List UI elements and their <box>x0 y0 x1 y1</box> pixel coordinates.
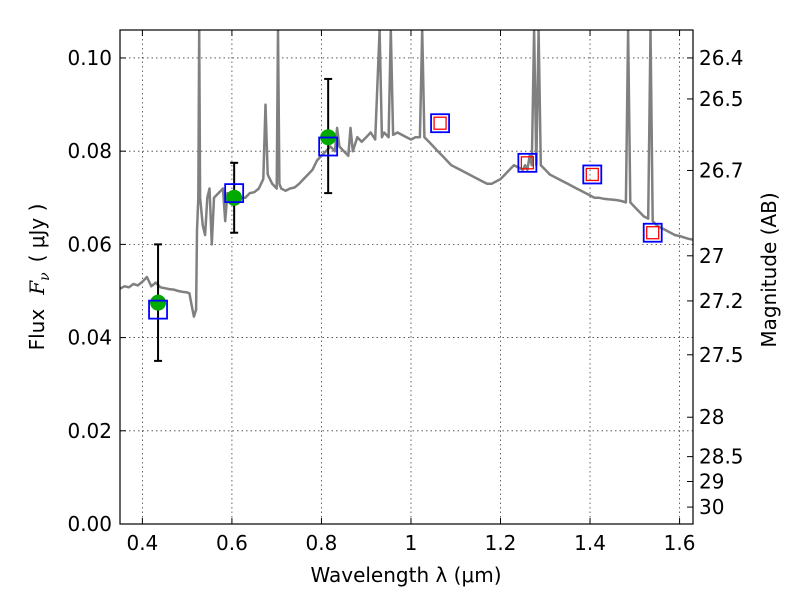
blue-square-marker <box>517 152 538 173</box>
blue-square-marker <box>642 222 663 243</box>
photometry-point <box>226 189 243 206</box>
x-tick-label: 0.4 <box>126 531 158 555</box>
red-square-marker <box>646 226 660 240</box>
blue-square-marker <box>318 136 339 157</box>
x-tick-label: 1 <box>405 531 418 555</box>
y-tick-label: 0.00 <box>67 512 112 536</box>
mag-tick-label: 26.4 <box>699 46 744 70</box>
blue-square-marker <box>148 299 168 320</box>
spectrum-line <box>120 30 693 318</box>
axes-frame <box>119 29 694 525</box>
mag-tick-label: 27.5 <box>699 343 744 367</box>
y-axis-label-subscript: ν <box>37 272 53 281</box>
y-tick-label: 0.08 <box>67 139 112 163</box>
y-tick-label: 0.04 <box>67 326 112 350</box>
y-axis-label: Flux Fν ( μJy ) <box>25 204 53 351</box>
blue-square-marker <box>430 113 450 134</box>
mag-tick-label: 26.7 <box>699 158 744 182</box>
x-tick-label: 1.4 <box>574 531 606 555</box>
ticks: 0.4 0.6 0.8 1 1.2 1.4 1.6 0.00 0.02 0.04 0.06 0.08 0… <box>67 30 744 555</box>
blue-square-marker <box>582 164 603 185</box>
x-tick-label: 0.6 <box>216 531 248 555</box>
y-axis-label-text: Flux <box>25 309 49 351</box>
mag-tick-label: 29 <box>699 469 724 493</box>
y2-axis-label: Magnitude (AB) <box>757 192 781 347</box>
x-tick-label: 1.2 <box>485 531 517 555</box>
y-tick-label: 0.10 <box>67 46 112 70</box>
red-square-marker <box>520 156 535 170</box>
mag-tick-label: 27.2 <box>699 289 744 313</box>
plot-area <box>120 30 693 362</box>
red-square-marker <box>433 116 447 130</box>
mag-tick-label: 26.5 <box>699 87 744 111</box>
photometry-point <box>150 294 167 311</box>
blue-square-marker <box>224 183 245 204</box>
mag-tick-label: 28 <box>699 405 724 429</box>
mag-tick-label: 27 <box>699 244 724 268</box>
mag-tick-label: 30 <box>699 495 724 519</box>
x-tick-label: 0.8 <box>306 531 338 555</box>
mag-tick-label: 28.5 <box>699 445 744 469</box>
y-axis-label-unit: ( μJy ) <box>25 204 49 263</box>
x-axis-label: Wavelength λ (μm) <box>310 563 501 587</box>
y-axis-label-variable: F <box>25 280 49 296</box>
red-square-marker <box>585 167 599 182</box>
y-tick-label: 0.06 <box>67 232 112 256</box>
y-tick-label: 0.02 <box>67 419 112 443</box>
x-tick-label: 1.6 <box>664 531 696 555</box>
